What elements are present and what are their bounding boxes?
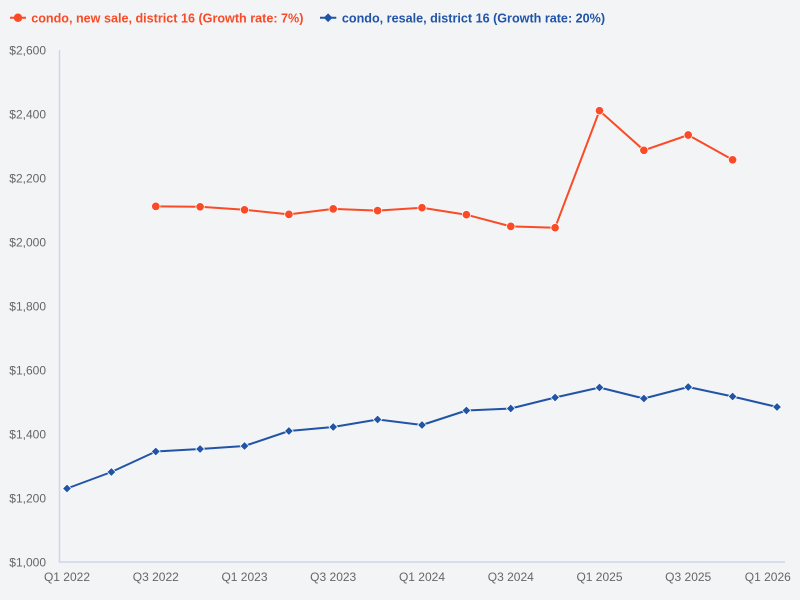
svg-text:condo, new sale, district 16 (: condo, new sale, district 16 (Growth rat… xyxy=(31,12,303,26)
svg-text:condo, resale, district 16 (Gr: condo, resale, district 16 (Growth rate:… xyxy=(342,12,605,26)
svg-text:Q3 2024: Q3 2024 xyxy=(488,570,534,584)
svg-text:Q3 2022: Q3 2022 xyxy=(133,570,179,584)
svg-text:$2,000: $2,000 xyxy=(9,236,46,250)
svg-text:$2,600: $2,600 xyxy=(9,44,46,58)
svg-text:$2,200: $2,200 xyxy=(9,172,46,186)
svg-text:Q1 2024: Q1 2024 xyxy=(399,570,445,584)
svg-text:$1,200: $1,200 xyxy=(9,492,46,506)
svg-text:Q1 2023: Q1 2023 xyxy=(221,570,267,584)
svg-text:$1,800: $1,800 xyxy=(9,300,46,314)
svg-text:Q1 2025: Q1 2025 xyxy=(576,570,622,584)
svg-text:Q3 2023: Q3 2023 xyxy=(310,570,356,584)
svg-text:Q1 2022: Q1 2022 xyxy=(44,570,90,584)
svg-text:$1,600: $1,600 xyxy=(9,364,46,378)
svg-text:$2,400: $2,400 xyxy=(9,108,46,122)
svg-text:Q3 2025: Q3 2025 xyxy=(665,570,711,584)
svg-text:$1,000: $1,000 xyxy=(9,556,46,570)
svg-text:Q1 2026: Q1 2026 xyxy=(745,570,791,584)
svg-text:$1,400: $1,400 xyxy=(9,428,46,442)
